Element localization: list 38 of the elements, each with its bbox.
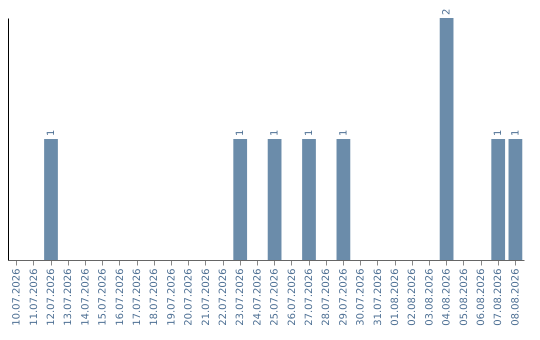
x-tick-label: 13.07.2026 [63, 268, 74, 326]
x-tick-label: 18.07.2026 [149, 268, 160, 326]
data-label: 2 [442, 8, 453, 15]
x-tick-label: 03.08.2026 [424, 268, 436, 326]
data-label: 1 [510, 130, 522, 136]
x-tick-label: 10.07.2026 [12, 268, 23, 326]
x-tick-label: 15.07.2026 [98, 268, 109, 326]
x-tick-label: 01.08.2026 [390, 268, 401, 326]
x-tick-label: 19.07.2026 [166, 268, 178, 326]
data-label: 1 [270, 130, 281, 136]
x-tick-label: 11.07.2026 [28, 268, 40, 326]
x-tick-label: 22.07.2026 [218, 268, 229, 326]
x-tick-label: 27.07.2026 [304, 268, 315, 326]
x-tick-label: 12.07.2026 [46, 268, 57, 326]
x-tick-label: 20.07.2026 [184, 268, 195, 326]
x-tick-label: 23.07.2026 [235, 268, 246, 326]
x-tick-label: 02.08.2026 [407, 268, 418, 326]
data-label: 1 [493, 130, 504, 136]
x-tick-label: 28.07.2026 [321, 268, 332, 326]
data-label: 1 [235, 130, 246, 136]
x-tick-label: 14.07.2026 [80, 268, 92, 326]
x-tick-label: 17.07.2026 [132, 268, 143, 326]
x-tick-label: 31.07.2026 [372, 268, 384, 326]
x-tick-label: 30.07.2026 [356, 268, 367, 326]
x-tick-label: 29.07.2026 [338, 268, 350, 326]
x-tick-label: 05.08.2026 [458, 268, 470, 326]
x-tick-label: 04.08.2026 [442, 268, 453, 326]
x-tick-label: 06.08.2026 [476, 268, 487, 326]
x-tick-label: 07.08.2026 [493, 268, 504, 326]
x-tick-label: 25.07.2026 [270, 268, 281, 326]
x-tick-label: 26.07.2026 [286, 268, 298, 326]
x-tick-label: 08.08.2026 [510, 268, 522, 326]
x-tick-label: 16.07.2026 [114, 268, 126, 326]
data-label: 1 [46, 130, 57, 136]
data-label: 1 [338, 130, 350, 136]
data-label: 1 [304, 130, 315, 136]
x-tick-label: 24.07.2026 [252, 268, 264, 326]
x-tick-label: 21.07.2026 [200, 268, 212, 326]
